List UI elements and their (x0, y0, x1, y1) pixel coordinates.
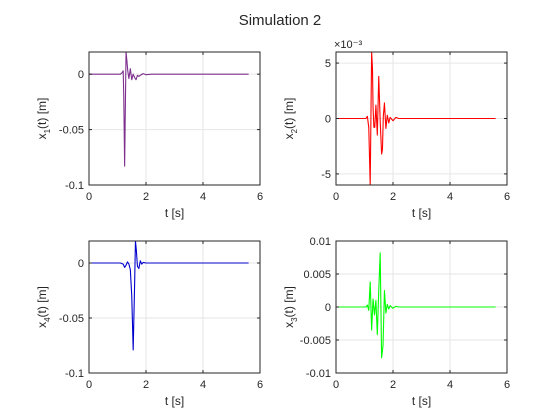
figure-title: Simulation 2 (239, 12, 322, 29)
subplot-2: 0 2 4 650-5×10⁻³t [s]x2(t) [m] (282, 39, 510, 220)
x-tick-label: 0 (86, 379, 92, 391)
y-axis-label: x1(t) [m] (35, 98, 52, 140)
y-tick-label: 0 (78, 258, 84, 270)
y-tick-label: -5 (321, 169, 331, 181)
x-axis-label: t [s] (412, 206, 431, 220)
subplot-1: 0 2 4 6 0 -0.05 -0.1 t [s] x1(t) [m] (35, 51, 263, 220)
y-axis-label-subscript: 2 (290, 128, 299, 133)
y-exponent-label: ×10⁻³ (334, 39, 362, 51)
x-tick-label: 2 (390, 379, 396, 391)
y-tick-label: 0 (325, 114, 331, 126)
series-line-1 (89, 51, 249, 167)
y-axis-label-tail: (t) [m] (282, 98, 296, 129)
x-axis-label: t [s] (412, 394, 431, 408)
y-axis-label: x2(t) [m] (282, 98, 299, 140)
x-tick-label: 4 (200, 191, 206, 203)
y-axis-label-base: x (282, 322, 296, 328)
x-tick-label: 6 (504, 379, 510, 391)
x-tick-label: 2 (390, 191, 396, 203)
x-tick-label: 6 (257, 191, 263, 203)
y-tick-label: 0 (78, 69, 84, 81)
x-axis-label: t [s] (165, 206, 184, 220)
y-axis-label-base: x (35, 133, 49, 139)
y-tick-label: -0.05 (59, 313, 84, 325)
axes-box (88, 240, 261, 374)
y-tick-label: 0.01 (310, 236, 331, 248)
y-axis-label-subscript: 4 (43, 317, 52, 322)
x-tick-label: 4 (447, 379, 453, 391)
y-axis-label: x3(t) [m] (282, 286, 299, 328)
series-line-1 (89, 240, 249, 351)
axes-box (88, 51, 261, 186)
subplot-grid: 0 2 4 60-0.05-0.1t [s]x1(t) [m]0 2 4 650-5×10⁻… (35, 39, 510, 408)
plot-area (89, 241, 260, 373)
x-tick-label: 4 (447, 191, 453, 203)
subplot-3: 0 2 4 60-0.05-0.1t [s]x4(t) [m] (35, 240, 263, 408)
y-axis-label: x4(t) [m] (35, 286, 52, 328)
y-tick-label: 5 (325, 58, 331, 70)
y-tick-label: -0.01 (306, 368, 331, 380)
y-axis-label-tail: (t) [m] (35, 286, 49, 317)
y-axis-label-base: x (35, 322, 49, 328)
x-tick-label: 4 (200, 379, 206, 391)
x-tick-label: 0 (333, 379, 339, 391)
y-tick-label: 0 (325, 302, 331, 314)
plot-area (89, 52, 260, 185)
subplot-4: 0 2 4 6 0.01 0.005 0 -0.005 -0.01 t [s] x3(t) [m] (282, 236, 510, 408)
x-tick-label: 0 (333, 191, 339, 203)
y-tick-label: -0.1 (65, 180, 84, 192)
y-tick-label: -0.005 (300, 335, 331, 347)
x-tick-label: 6 (257, 379, 263, 391)
x-tick-label: 6 (504, 191, 510, 203)
y-axis-label-base: x (282, 133, 296, 139)
y-tick-label: -0.1 (65, 368, 84, 380)
x-tick-label: 0 (86, 191, 92, 203)
series-line-1 (336, 51, 496, 186)
x-axis-label: t [s] (165, 394, 184, 408)
series-line-1 (336, 252, 496, 359)
x-tick-label: 2 (143, 379, 149, 391)
y-axis-label-tail: (t) [m] (282, 286, 296, 317)
y-tick-label: 0.005 (303, 269, 331, 281)
x-tick-label: 2 (143, 191, 149, 203)
y-tick-label: -0.05 (59, 125, 84, 137)
y-axis-label-subscript: 1 (43, 128, 52, 133)
y-axis-label-tail: (t) [m] (35, 98, 49, 129)
y-axis-label-subscript: 3 (290, 317, 299, 322)
